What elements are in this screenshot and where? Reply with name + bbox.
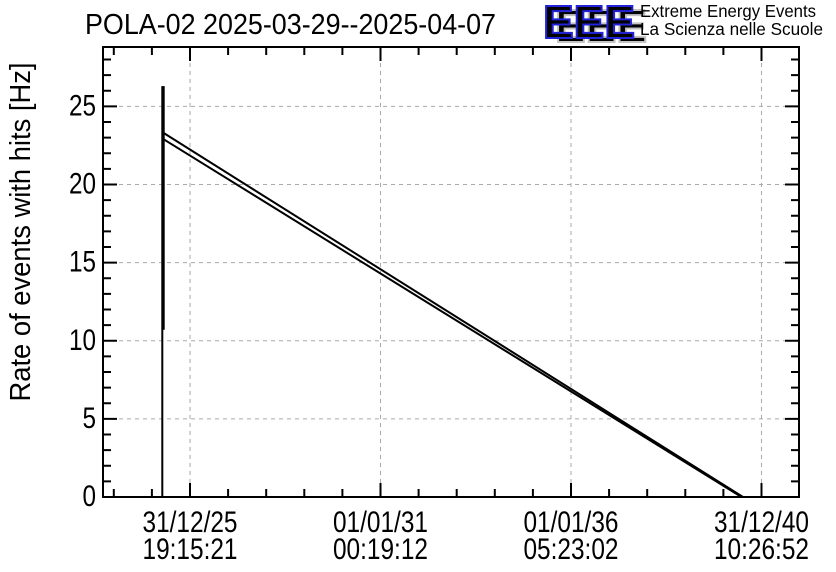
x-tick-date-label: 31/12/40 [714, 506, 809, 539]
y-tick-label: 5 [83, 402, 97, 435]
tick-layer [103, 47, 800, 497]
gridline-layer [103, 47, 799, 497]
x-tick-date-label: 31/12/25 [143, 506, 238, 539]
x-tick-time-label: 10:26:52 [714, 533, 809, 566]
series-layer [161, 86, 744, 498]
series-line-rate-trend-upper [162, 132, 744, 498]
y-tick-label: 10 [69, 324, 96, 357]
x-tick-time-label: 00:19:12 [333, 533, 428, 566]
logo-tagline-2: La Scienza nelle Scuole [640, 19, 823, 39]
eee-logo-shadow-text: EEE [555, 0, 647, 52]
chart-title: POLA-02 2025-03-29--2025-04-07 [85, 9, 496, 41]
eee-logo: EEE EEE Extreme Energy Events La Scienza… [542, 0, 823, 53]
y-tick-label: 0 [83, 480, 97, 513]
x-tick-date-label: 01/01/36 [523, 506, 618, 539]
logo-tagline-1: Extreme Energy Events [640, 1, 816, 21]
x-tick-time-label: 05:23:02 [523, 533, 618, 566]
y-tick-label: 20 [69, 168, 96, 201]
y-tick-label: 25 [69, 89, 96, 122]
eee-logo-text: EEE [543, 0, 635, 48]
series-line-rate-trend-lower [162, 138, 743, 498]
x-tick-date-label: 01/01/31 [333, 506, 428, 539]
x-tick-time-label: 19:15:21 [143, 533, 238, 566]
plot-frame [102, 46, 800, 498]
y-tick-label: 15 [69, 246, 96, 279]
y-axis-title: Rate of events with hits [Hz] [5, 63, 37, 402]
